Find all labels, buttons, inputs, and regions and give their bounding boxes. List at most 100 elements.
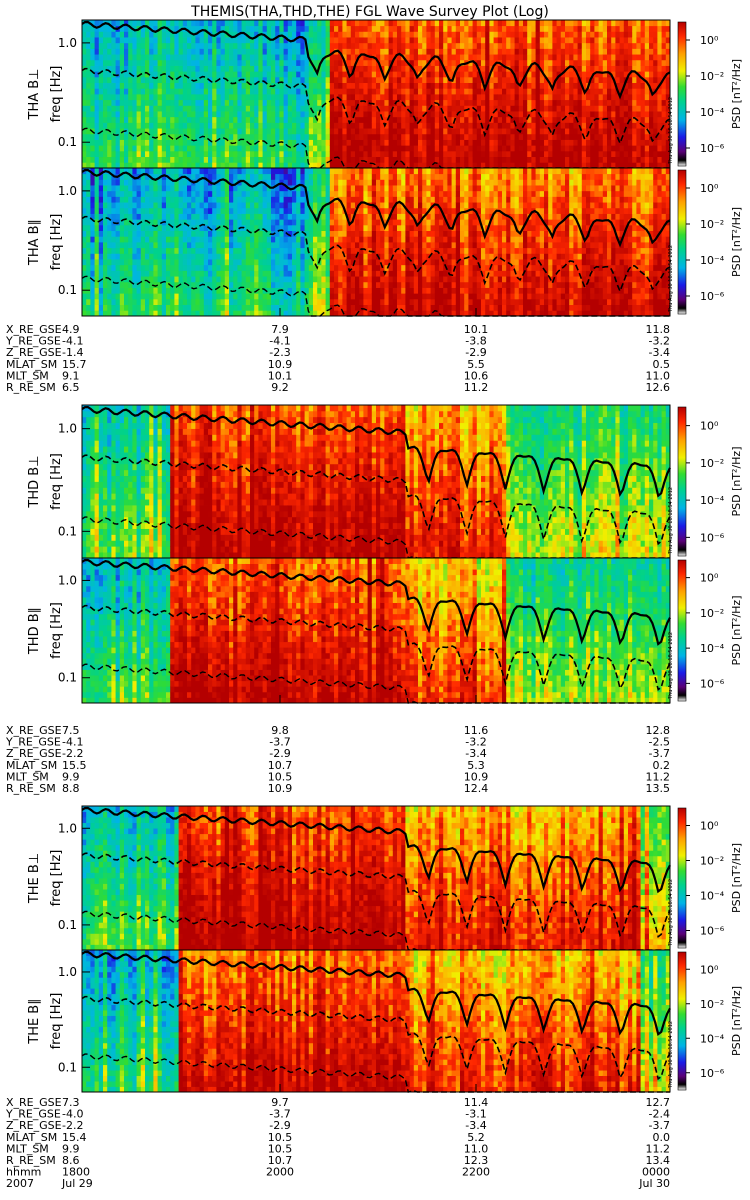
spectrogram-cell	[468, 37, 473, 44]
spectrogram-cell	[229, 150, 234, 158]
spectrogram-cell	[216, 173, 221, 180]
spectrogram-cell	[287, 230, 293, 237]
spectrogram-cell	[573, 94, 578, 101]
spectrogram-cell	[199, 230, 205, 237]
spectrogram-cell	[170, 71, 175, 78]
spectrogram-cell	[502, 122, 507, 129]
spectrogram-cell	[271, 293, 276, 300]
spectrogram-cell	[371, 65, 377, 72]
spectrogram-cell	[472, 71, 478, 78]
spectrogram-cell	[208, 111, 213, 118]
spectrogram-cell	[275, 298, 280, 306]
spectrogram-cell	[86, 213, 91, 220]
spectrogram-cell	[342, 25, 347, 32]
spectrogram-cell	[556, 99, 562, 106]
spectrogram-cell	[266, 202, 272, 209]
spectrogram-cell	[653, 99, 658, 106]
spectrogram-cell	[229, 230, 234, 237]
spectrogram-cell	[124, 242, 129, 249]
spectrogram-cell	[548, 122, 553, 129]
spectrogram-cell	[418, 162, 423, 169]
spectrogram-cell	[128, 253, 133, 260]
spectrogram-cell	[649, 111, 654, 118]
spectrogram-cell	[208, 276, 213, 283]
spectrogram-cell	[426, 37, 431, 44]
spectrogram-cell	[539, 88, 545, 95]
spectrogram-cell	[145, 65, 150, 72]
spectrogram-cell	[573, 139, 578, 146]
spectrogram-cell	[153, 48, 158, 55]
spectrogram-cell	[174, 270, 179, 277]
spectrogram-cell	[224, 116, 230, 123]
spectrogram-cell	[447, 139, 452, 146]
spectrogram-cell	[292, 122, 297, 129]
spectrogram-cell	[455, 94, 461, 101]
spectrogram-cell	[565, 71, 570, 78]
spectrogram-cell	[628, 42, 633, 49]
spectrogram-cell	[237, 139, 242, 146]
spectrogram-cell	[628, 145, 633, 152]
spectrogram-cell	[401, 71, 406, 78]
spectrogram-cell	[174, 224, 179, 232]
spectrogram-cell	[615, 162, 620, 169]
spectrogram-cell	[405, 133, 410, 140]
spectrogram-cell	[518, 145, 524, 152]
spectrogram-cell	[212, 94, 217, 101]
spectrogram-cell	[157, 264, 163, 271]
spectrogram-cell	[250, 168, 255, 175]
spectrogram-cell	[539, 20, 545, 27]
spectrogram-cell	[443, 99, 448, 106]
spectrogram-cell	[388, 156, 394, 163]
spectrogram-cell	[170, 76, 175, 84]
spectrogram-cell	[136, 304, 142, 311]
spectrogram-cell	[266, 190, 272, 197]
spectrogram-cell	[468, 71, 473, 78]
spectrogram-cell	[262, 242, 268, 249]
spectrogram-cell	[510, 150, 515, 158]
spectrogram-cell	[107, 224, 112, 232]
spectrogram-cell	[136, 48, 142, 55]
frequency-curve	[81, 67, 671, 146]
spectrogram-cell	[128, 310, 133, 317]
spectrogram-cell	[363, 25, 368, 32]
spectrogram-cell	[321, 150, 326, 158]
spectrogram-cell	[489, 88, 494, 95]
spectrogram-cell	[518, 94, 524, 101]
spectrogram-cell	[149, 88, 154, 95]
spectrogram-cell	[300, 99, 305, 106]
spectrogram-cell	[615, 139, 620, 146]
spectrogram-cell	[602, 122, 608, 129]
spectrogram-cell	[476, 82, 482, 89]
spectrogram-cell	[166, 224, 171, 232]
spectrogram-cell	[208, 213, 213, 220]
spectrogram-cell	[199, 259, 205, 266]
spectrogram-cell	[514, 162, 520, 169]
spectrogram-cell	[182, 65, 188, 72]
spectrogram-cell	[418, 122, 423, 129]
spectrogram-cell	[187, 264, 192, 271]
spectrogram-cell	[195, 111, 200, 118]
spectrogram-cell	[355, 150, 360, 158]
spectrogram-cell	[266, 105, 272, 112]
spectrogram-cell	[342, 128, 347, 135]
spectrogram-cell	[296, 25, 301, 32]
spectrogram-cell	[640, 162, 646, 169]
spectrogram-cell	[199, 82, 205, 89]
spectrogram-cell	[632, 122, 637, 129]
spectrogram-cell	[161, 59, 167, 66]
spectrogram-cell	[220, 253, 226, 260]
spectrogram-cell	[229, 88, 234, 95]
spectrogram-cell	[359, 105, 364, 112]
spectrogram-cell	[103, 99, 108, 106]
spectrogram-cell	[560, 25, 566, 32]
spectrogram-cell	[279, 145, 284, 152]
spectrogram-cell	[94, 179, 100, 186]
spectrogram-cell	[241, 42, 247, 49]
spectrogram-cell	[220, 224, 226, 232]
spectrogram-cell	[212, 88, 217, 95]
spectrogram-cell	[401, 122, 406, 129]
spectrogram-cell	[292, 71, 297, 78]
spectrogram-cell	[611, 94, 616, 101]
spectrogram-cell	[430, 71, 436, 78]
spectrogram-cell	[363, 128, 368, 135]
